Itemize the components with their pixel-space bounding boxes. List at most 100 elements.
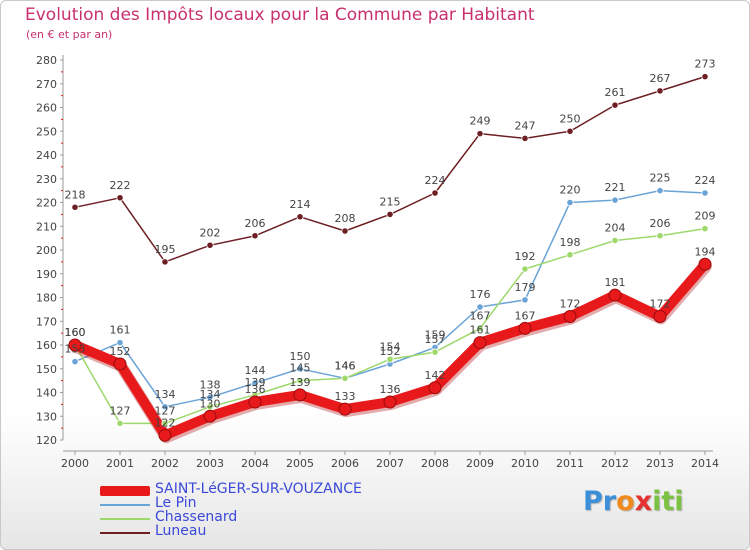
data-label: 261 (605, 86, 626, 99)
data-label: 221 (605, 181, 626, 194)
data-label: 142 (425, 369, 446, 382)
data-label: 160 (65, 326, 86, 339)
x-tick-label: 2008 (421, 457, 449, 470)
data-label: 133 (335, 390, 356, 403)
data-label: 152 (380, 345, 401, 358)
data-label: 204 (605, 222, 626, 235)
data-point (563, 310, 577, 323)
legend-label: Chassenard (155, 509, 238, 525)
data-label: 224 (695, 174, 716, 187)
data-point (611, 236, 619, 245)
x-tick-label: 2005 (286, 457, 314, 470)
data-label: 247 (515, 119, 536, 132)
data-label: 273 (695, 58, 716, 71)
data-label: 161 (110, 324, 131, 337)
y-tick-label: 210 (36, 220, 57, 233)
data-label: 134 (200, 388, 221, 401)
data-label: 144 (245, 364, 266, 377)
axes: 120 130 140 150 160 170 180 190 200 210 220 230 240 2… (36, 54, 719, 470)
x-tick-label: 2010 (511, 457, 539, 470)
data-point (296, 377, 304, 385)
data-point (476, 324, 484, 332)
y-tick-label: 260 (36, 102, 57, 115)
data-point (656, 232, 664, 240)
data-label: 134 (155, 388, 176, 401)
data-point (296, 213, 304, 221)
y-tick-label: 120 (36, 434, 57, 447)
data-label: 195 (155, 243, 176, 256)
data-label: 154 (380, 340, 401, 353)
logo-letter: x (634, 486, 653, 517)
data-label: 220 (560, 184, 581, 197)
data-label: 136 (380, 383, 401, 396)
data-point (653, 310, 667, 323)
data-label: 250 (560, 112, 581, 125)
data-point (566, 127, 574, 135)
data-point (113, 357, 127, 371)
y-tick-label: 180 (36, 292, 57, 305)
data-label: 122 (155, 416, 176, 429)
x-tick-label: 2011 (556, 457, 584, 470)
x-tick-label: 2004 (241, 457, 269, 470)
x-tick-label: 2007 (376, 457, 404, 470)
data-label: 145 (290, 362, 311, 375)
data-point (68, 338, 82, 352)
y-tick-label: 160 (36, 339, 57, 352)
data-point (206, 393, 214, 401)
data-point (248, 395, 262, 409)
data-point (386, 355, 394, 363)
legend-swatch (100, 504, 150, 506)
data-point (338, 402, 352, 416)
x-tick-label: 2000 (61, 457, 89, 470)
data-point (116, 419, 124, 427)
data-label: 146 (335, 359, 356, 372)
data-label: 172 (560, 298, 581, 311)
data-point (161, 403, 169, 411)
data-label: 214 (290, 198, 311, 211)
legend-label: SAINT-LéGER-SUR-VOUZANCE (155, 481, 362, 497)
data-point (701, 189, 709, 197)
data-label: 172 (650, 298, 671, 311)
y-tick-label: 240 (36, 149, 57, 162)
data-label: 130 (200, 397, 221, 410)
legend-label: Luneau (155, 523, 207, 539)
data-label: 198 (560, 236, 581, 249)
data-point (521, 296, 529, 304)
chart-subtitle: (en € et par an) (26, 28, 113, 41)
data-label: 224 (425, 174, 446, 187)
data-point (116, 194, 124, 202)
data-point (521, 134, 529, 142)
data-label: 139 (245, 376, 266, 389)
data-label: 208 (335, 212, 356, 225)
data-label: 160 (65, 326, 86, 339)
data-point (608, 288, 622, 302)
data-label: 181 (605, 276, 626, 289)
data-label: 161 (470, 324, 491, 337)
data-point (656, 187, 664, 195)
chart-title: Evolution des Impôts locaux pour la Comm… (25, 5, 535, 25)
data-point (431, 348, 439, 356)
y-tick-label: 220 (36, 197, 57, 210)
data-label: 218 (65, 188, 86, 201)
y-tick-label: 150 (36, 363, 57, 376)
y-tick-label: 280 (36, 54, 57, 67)
data-point (521, 265, 529, 273)
x-tick-label: 2003 (196, 457, 224, 470)
data-point (71, 203, 79, 211)
x-tick-label: 2001 (106, 457, 134, 470)
data-point (518, 321, 532, 335)
logo-letter: i (652, 486, 662, 517)
data-point (473, 336, 487, 350)
data-label: 215 (380, 195, 401, 208)
series-points (68, 73, 712, 442)
data-point (701, 73, 709, 81)
legend-swatch (100, 532, 150, 534)
data-point (476, 130, 484, 138)
data-label: 167 (515, 309, 536, 322)
logo-letter: t (661, 486, 675, 517)
data-label: 209 (695, 210, 716, 223)
data-point (206, 241, 214, 249)
